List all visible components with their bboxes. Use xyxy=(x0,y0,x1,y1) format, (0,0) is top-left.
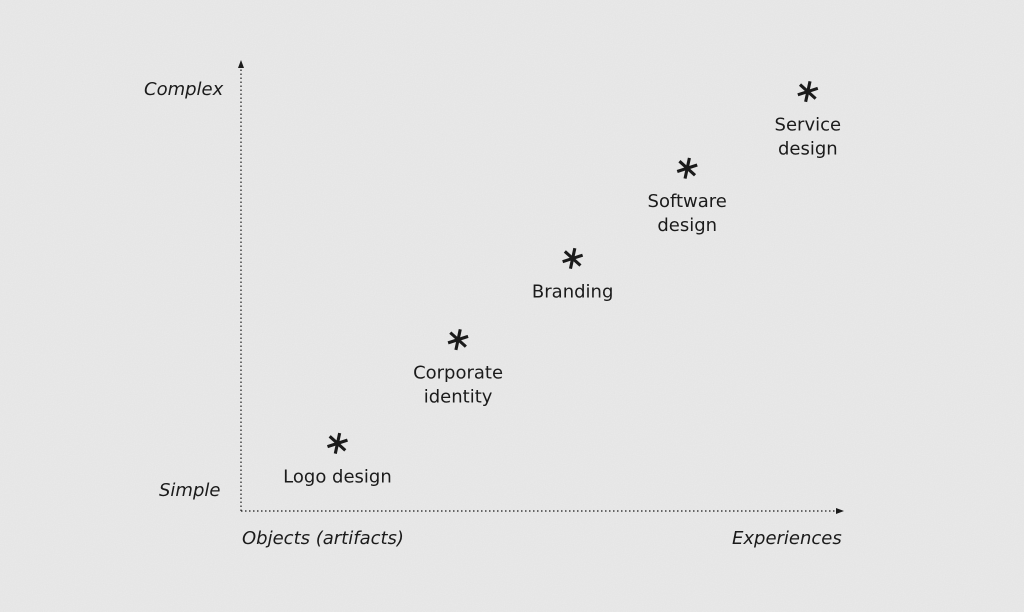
data-marks-layer: Logo design Corporate identity Branding Soft… xyxy=(283,80,842,487)
asterisk-marker xyxy=(327,432,348,454)
data-point-label: Branding xyxy=(532,281,613,302)
data-point-1: Logo design xyxy=(283,432,392,487)
asterisk-marker xyxy=(447,329,469,351)
data-point-label: Service design xyxy=(775,115,842,160)
asterisk-marker xyxy=(676,157,698,179)
y-axis-start-label: Simple xyxy=(159,480,221,501)
asterisk-marker xyxy=(562,247,584,270)
y-axis-end-label: Complex xyxy=(144,79,224,100)
data-point-3: Branding xyxy=(532,247,613,302)
data-point-4: Software design xyxy=(648,157,727,236)
asterisk-marker xyxy=(797,80,819,103)
x-axis-arrowhead xyxy=(836,508,844,514)
data-point-5: Service design xyxy=(775,80,842,160)
x-axis-end-label: Experiences xyxy=(732,528,842,549)
data-point-label: Software design xyxy=(648,191,727,236)
y-axis-arrowhead xyxy=(238,60,244,68)
x-axis-start-label: Objects (artifacts) xyxy=(242,528,404,549)
data-point-label: Corporate identity xyxy=(413,363,503,408)
data-point-2: Corporate identity xyxy=(413,329,503,408)
data-point-label: Logo design xyxy=(283,466,392,487)
